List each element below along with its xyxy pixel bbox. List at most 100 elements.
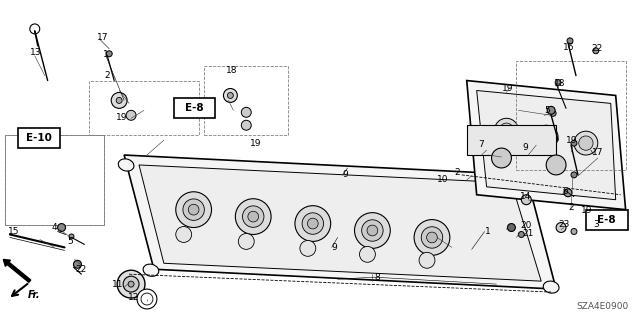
Circle shape xyxy=(128,281,134,287)
Ellipse shape xyxy=(143,264,159,276)
Circle shape xyxy=(367,225,378,236)
Text: 18: 18 xyxy=(554,79,566,88)
Text: 21: 21 xyxy=(522,229,534,238)
Circle shape xyxy=(307,218,318,229)
Circle shape xyxy=(176,226,191,242)
Circle shape xyxy=(571,228,577,234)
Text: 5: 5 xyxy=(544,106,550,115)
Text: 2: 2 xyxy=(568,203,573,212)
Circle shape xyxy=(300,241,316,256)
Polygon shape xyxy=(139,165,541,281)
Circle shape xyxy=(555,79,561,85)
Text: 11: 11 xyxy=(112,280,124,289)
Circle shape xyxy=(123,276,139,292)
Circle shape xyxy=(238,234,254,249)
Bar xyxy=(174,99,216,118)
Circle shape xyxy=(508,224,515,232)
Circle shape xyxy=(571,172,577,178)
Circle shape xyxy=(223,88,237,102)
Text: 17: 17 xyxy=(592,148,604,157)
Text: 1: 1 xyxy=(103,50,109,59)
Circle shape xyxy=(126,110,136,120)
Text: 22: 22 xyxy=(592,44,603,53)
Circle shape xyxy=(419,252,435,268)
Text: E-8: E-8 xyxy=(186,103,204,113)
Circle shape xyxy=(183,199,204,220)
Text: 19: 19 xyxy=(116,113,128,122)
Text: 19: 19 xyxy=(250,139,262,148)
Circle shape xyxy=(111,93,127,108)
Bar xyxy=(90,81,198,135)
Circle shape xyxy=(564,189,572,197)
Circle shape xyxy=(69,234,74,239)
Ellipse shape xyxy=(118,159,134,171)
Circle shape xyxy=(522,195,531,205)
Polygon shape xyxy=(467,81,626,210)
Bar xyxy=(204,66,288,135)
Text: 23: 23 xyxy=(558,220,570,229)
Text: 12: 12 xyxy=(128,293,140,301)
Text: 18: 18 xyxy=(227,66,238,75)
Circle shape xyxy=(227,93,234,99)
Text: 4: 4 xyxy=(52,223,57,232)
Text: 2: 2 xyxy=(104,71,110,80)
Circle shape xyxy=(414,219,450,255)
Bar xyxy=(5,135,104,225)
Text: 22: 22 xyxy=(76,265,87,274)
Text: 2: 2 xyxy=(455,168,460,177)
Text: 8: 8 xyxy=(374,273,380,282)
Text: 19: 19 xyxy=(502,84,513,93)
Bar xyxy=(18,128,60,148)
Text: 9: 9 xyxy=(332,243,337,252)
Text: 1: 1 xyxy=(484,227,490,236)
Text: E-10: E-10 xyxy=(26,133,52,143)
Text: 7: 7 xyxy=(479,140,484,149)
Bar xyxy=(586,210,628,229)
Circle shape xyxy=(58,224,65,232)
Circle shape xyxy=(556,223,566,233)
Circle shape xyxy=(539,130,554,144)
Circle shape xyxy=(248,211,259,222)
Circle shape xyxy=(567,38,573,44)
Circle shape xyxy=(492,148,511,168)
Circle shape xyxy=(546,155,566,175)
Text: 3: 3 xyxy=(593,220,598,229)
Circle shape xyxy=(518,232,524,237)
Text: 6: 6 xyxy=(562,187,568,196)
Circle shape xyxy=(421,227,443,248)
Circle shape xyxy=(499,123,514,137)
Circle shape xyxy=(355,213,390,249)
Polygon shape xyxy=(477,91,616,200)
Text: 10: 10 xyxy=(437,175,449,184)
Circle shape xyxy=(295,206,331,241)
Circle shape xyxy=(547,106,555,114)
Circle shape xyxy=(427,232,437,243)
Circle shape xyxy=(550,110,556,116)
Circle shape xyxy=(241,108,252,117)
Text: 9: 9 xyxy=(522,143,528,152)
Circle shape xyxy=(579,136,593,150)
Text: E-8: E-8 xyxy=(597,215,616,225)
Circle shape xyxy=(495,118,518,142)
Text: 14: 14 xyxy=(520,192,532,201)
Circle shape xyxy=(243,206,264,227)
Bar xyxy=(516,61,626,170)
Polygon shape xyxy=(124,155,556,289)
Text: SZA4E0900: SZA4E0900 xyxy=(576,302,628,311)
Circle shape xyxy=(188,204,199,215)
Circle shape xyxy=(236,199,271,234)
Text: Fr.: Fr. xyxy=(28,290,40,300)
Text: 20: 20 xyxy=(520,221,532,230)
Circle shape xyxy=(571,140,577,146)
Ellipse shape xyxy=(518,172,534,184)
Text: 19: 19 xyxy=(566,136,577,145)
Circle shape xyxy=(117,270,145,298)
Circle shape xyxy=(74,260,81,268)
Ellipse shape xyxy=(543,281,559,293)
Circle shape xyxy=(241,120,252,130)
FancyArrow shape xyxy=(3,259,31,282)
Circle shape xyxy=(176,192,211,227)
Text: 15: 15 xyxy=(8,227,19,236)
Circle shape xyxy=(593,48,599,54)
Circle shape xyxy=(137,289,157,309)
